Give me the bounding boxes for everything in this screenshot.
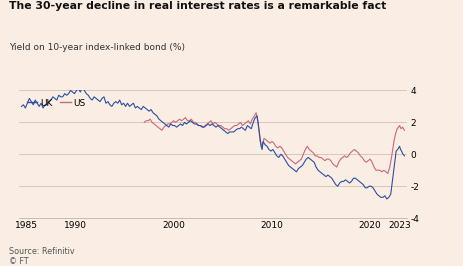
Text: Yield on 10-year index-linked bond (%): Yield on 10-year index-linked bond (%): [9, 43, 185, 52]
Text: Source: Refinitiv
© FT: Source: Refinitiv © FT: [9, 247, 75, 266]
Text: The 30-year decline in real interest rates is a remarkable fact: The 30-year decline in real interest rat…: [9, 1, 387, 11]
Legend: UK, US: UK, US: [23, 95, 89, 111]
